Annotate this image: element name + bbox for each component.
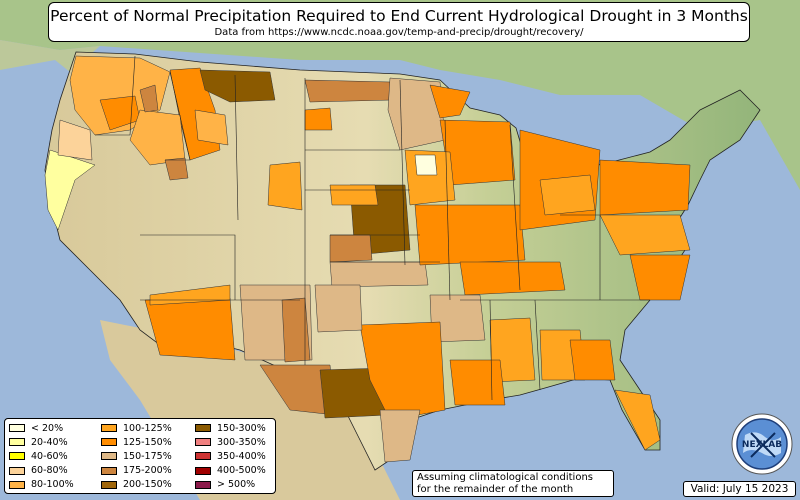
legend-swatch (101, 480, 117, 489)
legend-swatch (195, 480, 211, 489)
region-fl (614, 389, 661, 451)
drought-regions (44, 55, 691, 463)
legend-swatch (195, 452, 211, 461)
legend-swatch (101, 424, 117, 433)
legend-label: 175-200% (123, 465, 172, 477)
legend-column-1: < 20% 20-40% 40-60% 60-80% 80-100% (9, 421, 99, 492)
map-subtitle: Data from https://www.ncdc.noaa.gov/temp… (214, 27, 584, 38)
legend-item: 125-150% (101, 435, 191, 449)
legend-swatch (9, 452, 25, 461)
legend-label: 80-100% (31, 479, 74, 491)
legend-label: 100-125% (123, 422, 172, 434)
lake-superior (470, 95, 560, 115)
legend-item: 300-350% (195, 435, 285, 449)
region-ks (329, 234, 373, 263)
canada-land (0, 0, 800, 190)
region-wy-brown (164, 157, 189, 181)
legend-swatch (9, 424, 25, 433)
legend-item: > 500% (195, 478, 285, 492)
region-ga (569, 339, 616, 381)
legend-label: 200-150% (123, 479, 172, 491)
legend-item: 100-125% (101, 421, 191, 435)
title-box: Percent of Normal Precipitation Required… (48, 2, 750, 42)
legend-item: 175-200% (101, 464, 191, 478)
region-la (449, 359, 506, 406)
legend-label: 300-350% (217, 436, 266, 448)
legend-swatch (101, 438, 117, 447)
legend-column-3: 150-300% 300-350% 350-400% 400-500% > 50… (195, 421, 285, 492)
assumption-line-1: Assuming climatological conditions (417, 472, 593, 483)
logo-text: NEXLAB (742, 440, 782, 450)
region-ky (459, 261, 566, 296)
legend-label: 350-400% (217, 450, 266, 462)
legend-label: 20-40% (31, 436, 68, 448)
legend: < 20% 20-40% 40-60% 60-80% 80-100% 100-1… (4, 418, 276, 494)
region-mn-orange (429, 84, 471, 119)
legend-item: 400-500% (195, 464, 285, 478)
region-n-california (57, 119, 93, 161)
region-mo (414, 204, 526, 266)
legend-label: 125-150% (123, 436, 172, 448)
assumption-line-2: for the remainder of the month (417, 484, 574, 495)
region-ne-orange (329, 184, 379, 206)
region-va (599, 214, 691, 256)
legend-swatch (101, 466, 117, 475)
region-wy-orange (194, 109, 229, 146)
legend-label: 60-80% (31, 465, 68, 477)
assumption-note: Assuming climatological conditions for t… (412, 470, 614, 497)
legend-swatch (195, 424, 211, 433)
region-nd (304, 79, 393, 103)
region-co (267, 161, 303, 211)
legend-label: > 500% (217, 479, 256, 491)
state-lines (95, 55, 650, 401)
region-mt-brown (199, 69, 276, 103)
lake-ontario (640, 125, 680, 138)
region-oh-light (539, 174, 596, 216)
region-nc (629, 254, 691, 301)
region-pa (599, 159, 691, 216)
region-mn (387, 77, 446, 151)
legend-item: 80-100% (9, 478, 99, 492)
legend-item: < 20% (9, 421, 99, 435)
legend-item: 60-80% (9, 464, 99, 478)
valid-date: Valid: July 15 2023 (683, 481, 796, 497)
legend-swatch (195, 466, 211, 475)
legend-swatch (9, 466, 25, 475)
region-idaho-brown (139, 84, 159, 113)
region-ia-pale (414, 154, 438, 176)
map-title: Percent of Normal Precipitation Required… (50, 7, 748, 25)
legend-swatch (9, 438, 25, 447)
lake-huron (560, 110, 590, 150)
legend-swatch (101, 452, 117, 461)
legend-item: 350-400% (195, 449, 285, 463)
region-california (44, 149, 96, 231)
legend-item: 150-300% (195, 421, 285, 435)
legend-item: 150-175% (101, 449, 191, 463)
region-nd-orange (304, 107, 333, 131)
region-tx-panhandle (314, 284, 363, 333)
legend-item: 20-40% (9, 435, 99, 449)
region-nm-brown (281, 297, 311, 363)
legend-label: 150-300% (217, 422, 266, 434)
legend-label: 40-60% (31, 450, 68, 462)
legend-column-2: 100-125% 125-150% 150-175% 175-200% 200-… (101, 421, 191, 492)
legend-swatch (195, 438, 211, 447)
legend-label: 150-175% (123, 450, 172, 462)
region-ok (329, 261, 429, 288)
legend-item: 40-60% (9, 449, 99, 463)
legend-label: 400-500% (217, 465, 266, 477)
legend-item: 200-150% (101, 478, 191, 492)
nexlab-globe-logo-icon: NEXLAB (731, 413, 793, 475)
legend-swatch (9, 480, 25, 489)
legend-label: < 20% (31, 422, 64, 434)
region-tx-south (379, 409, 421, 463)
